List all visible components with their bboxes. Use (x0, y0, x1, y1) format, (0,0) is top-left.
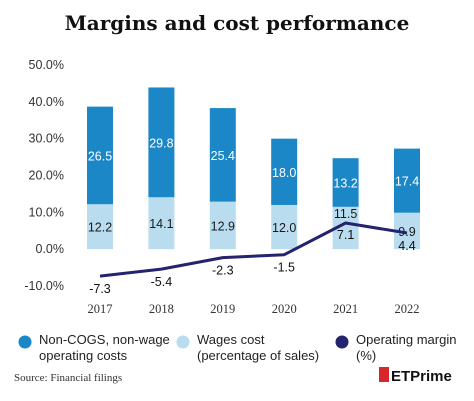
wages-cost-label: 12.2 (88, 221, 112, 235)
legend-label: Non-COGS, non-wage (39, 332, 170, 347)
non-cogs-cost-label: 29.8 (149, 136, 173, 150)
operating-margin-label: -1.5 (273, 261, 295, 275)
operating-margin-label: -7.3 (89, 282, 111, 296)
x-tick-label: 2018 (149, 302, 174, 316)
source-note: Source: Financial filings (14, 372, 122, 384)
non-cogs-cost-label: 17.4 (395, 175, 419, 189)
legend-marker (335, 335, 349, 349)
x-axis: 2017 2018 2019 2020 2021 2022 (88, 302, 420, 316)
non-cogs-cost-bar (209, 108, 236, 202)
etprime-logo-mark (379, 367, 389, 382)
x-tick-label: 2022 (395, 302, 420, 316)
y-tick-label: 10.0% (29, 205, 64, 219)
x-tick-label: 2019 (210, 302, 235, 316)
wages-cost-bar (271, 204, 298, 250)
chart-title: Margins and cost performance (65, 11, 410, 35)
non-cogs-cost-label: 26.5 (88, 149, 112, 163)
non-cogs-cost-label: 25.4 (211, 149, 235, 163)
y-tick-label: -10.0% (24, 279, 64, 293)
bar-labels: 12.2 26.5 14.1 29.8 12.9 25.4 12.0 18.0 11.5 13.2… (88, 136, 419, 239)
operating-margin-label: 4.4 (398, 239, 415, 253)
etprime-logo: ETPrime (379, 367, 452, 385)
bars (87, 87, 420, 250)
non-cogs-cost-bar (148, 87, 175, 198)
y-tick-label: 50.0% (29, 58, 64, 72)
wages-cost-bar (87, 204, 113, 250)
non-cogs-cost-bar (394, 148, 420, 213)
wages-cost-label: 12.0 (272, 221, 296, 235)
non-cogs-cost-bar (87, 106, 113, 205)
legend-label: Operating margin (356, 332, 456, 347)
legend-marker (18, 335, 32, 349)
y-axis: -10.0% 0.0% 10.0% 20.0% 30.0% 40.0% 50.0% (24, 58, 64, 293)
non-cogs-cost-label: 13.2 (333, 176, 357, 190)
legend-label: operating costs (39, 348, 128, 363)
etprime-logo-text: ETPrime (391, 368, 452, 385)
x-tick-label: 2021 (333, 302, 358, 316)
operating-margin-label: -5.4 (151, 275, 173, 289)
operating-margin-label: -2.3 (212, 264, 234, 278)
legend-label: Wages cost (197, 332, 265, 347)
wages-cost-label: 11.5 (334, 207, 357, 221)
y-tick-label: 20.0% (29, 169, 64, 183)
x-tick-label: 2020 (272, 302, 297, 316)
operating-margin-line (99, 221, 408, 278)
non-cogs-cost-label: 18.0 (272, 166, 296, 180)
wages-cost-bar (209, 201, 236, 250)
wages-cost-bar (148, 197, 175, 250)
y-tick-label: 0.0% (36, 242, 65, 256)
y-tick-label: 40.0% (29, 95, 64, 109)
non-cogs-cost-bar (332, 158, 359, 207)
x-tick-label: 2017 (88, 302, 113, 316)
non-cogs-cost-bar (271, 138, 298, 205)
operating-margin-line-layer: -7.3 -5.4 -2.3 -1.5 7.1 4.4 (89, 221, 416, 296)
y-tick-label: 30.0% (29, 132, 64, 146)
legend-label: (%) (356, 348, 376, 363)
legend-marker (176, 335, 190, 349)
wages-cost-label: 12.9 (211, 219, 235, 233)
legend-label: (percentage of sales) (197, 348, 319, 363)
operating-margin-label: 7.1 (337, 228, 354, 242)
wages-cost-label: 14.1 (149, 217, 173, 231)
